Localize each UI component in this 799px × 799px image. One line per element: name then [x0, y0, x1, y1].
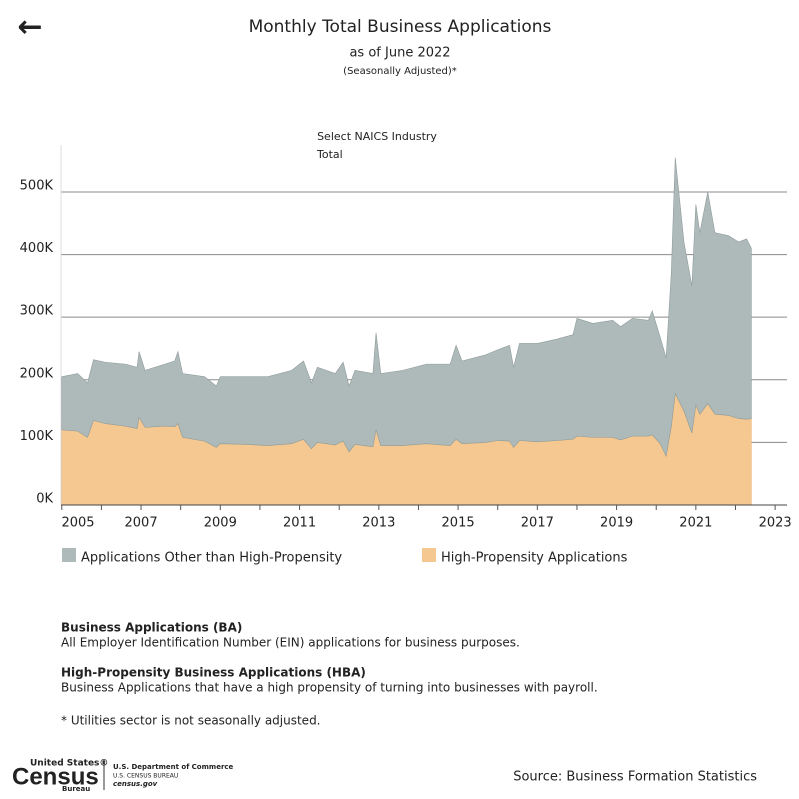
x-tick-label: 2005: [61, 516, 94, 531]
y-tick-label: 200K: [20, 366, 54, 381]
dept-text: U.S. Department of Commerce: [113, 763, 234, 771]
x-tick-label: 2023: [759, 516, 792, 531]
legend-label: High-Propensity Applications: [441, 551, 628, 566]
logo-text: United States®: [30, 759, 108, 769]
note-text: * Utilities sector is not seasonally adj…: [61, 714, 321, 728]
x-tick-label: 2013: [362, 516, 395, 531]
legend-swatch: [62, 548, 76, 562]
notes: Business Applications (BA) All Employer …: [61, 621, 598, 728]
back-button[interactable]: ←: [17, 10, 42, 45]
legend: Applications Other than High-Propensity H…: [62, 548, 628, 566]
note-title: High-Propensity Business Applications (H…: [61, 666, 366, 680]
x-tick-label: 2019: [600, 516, 633, 531]
note-text: All Employer Identification Number (EIN)…: [61, 636, 520, 650]
subtitle: as of June 2022: [349, 46, 450, 61]
x-tick-label: 2021: [679, 516, 712, 531]
note-text: Business Applications that have a high p…: [61, 681, 598, 695]
x-tick-label: 2009: [204, 516, 237, 531]
y-tick-label: 0K: [36, 492, 53, 507]
y-tick-label: 500K: [20, 178, 54, 193]
source: Source: Business Formation Statistics: [513, 770, 757, 785]
x-tick-label: 2015: [442, 516, 475, 531]
y-tick-label: 100K: [20, 429, 54, 444]
legend-swatch: [422, 548, 436, 562]
plot: 0K 100K 200K 300K 400K 500K 2005 2007 2009 2011 20…: [20, 145, 792, 531]
note-title: Business Applications (BA): [61, 621, 242, 635]
x-tick-label: 2007: [125, 516, 158, 531]
filter-dropdown[interactable]: Total: [316, 148, 343, 161]
y-tick-label: 300K: [20, 304, 54, 319]
x-tick-label: 2011: [283, 516, 316, 531]
dept-text: census.gov: [113, 780, 158, 788]
title: Monthly Total Business Applications: [249, 17, 552, 37]
y-tick-label: 400K: [20, 241, 54, 256]
subtitle-note: (Seasonally Adjusted)*: [343, 66, 457, 77]
logo-text: Census: [12, 763, 99, 790]
x-tick-label: 2017: [521, 516, 554, 531]
logo: United States® Census Bureau U.S. Depart…: [12, 759, 234, 794]
logo-text: Bureau: [62, 785, 90, 793]
legend-label: Applications Other than High-Propensity: [81, 551, 342, 566]
area: [61, 157, 752, 458]
dept-text: U.S. CENSUS BUREAU: [113, 773, 178, 780]
filter-label: Select NAICS Industry: [317, 130, 437, 143]
